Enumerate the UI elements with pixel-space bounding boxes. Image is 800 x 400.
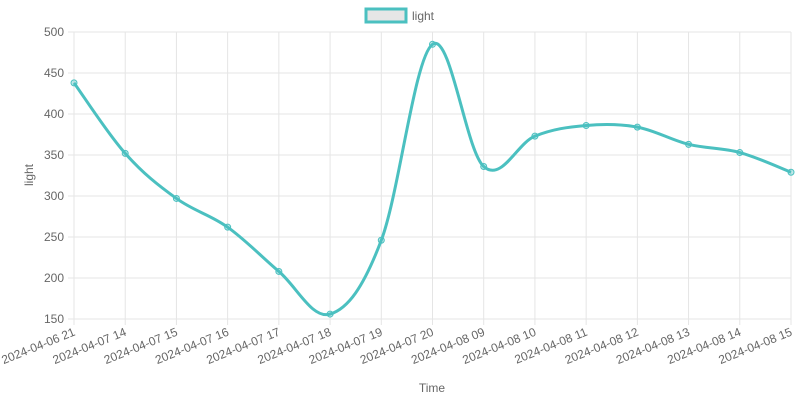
data-point[interactable] xyxy=(685,140,693,148)
grid xyxy=(68,31,792,325)
data-point[interactable] xyxy=(377,236,385,244)
data-point[interactable] xyxy=(172,194,180,202)
data-point[interactable] xyxy=(531,132,539,140)
data-point[interactable] xyxy=(787,168,795,176)
y-tick-label: 250 xyxy=(44,230,64,244)
y-tick-label: 200 xyxy=(44,271,64,285)
data-point[interactable] xyxy=(275,267,283,275)
y-axis-ticks: 150 200 250 300 350 400 450 500 xyxy=(44,25,64,326)
data-point[interactable] xyxy=(121,149,129,157)
data-point[interactable] xyxy=(224,223,232,231)
y-tick-label: 350 xyxy=(44,148,64,162)
y-tick-label: 450 xyxy=(44,66,64,80)
data-point[interactable] xyxy=(633,123,641,131)
legend-swatch xyxy=(364,7,408,24)
legend[interactable]: light xyxy=(364,7,435,24)
y-tick-label: 500 xyxy=(44,25,64,39)
data-point[interactable] xyxy=(480,162,488,170)
y-axis-title: light xyxy=(22,163,36,186)
data-points xyxy=(70,40,795,318)
x-axis-title: Time xyxy=(419,381,446,395)
y-tick-label: 150 xyxy=(44,312,64,326)
data-point[interactable] xyxy=(429,40,436,48)
y-tick-label: 400 xyxy=(44,107,64,121)
y-tick-label: 300 xyxy=(44,189,64,203)
data-point[interactable] xyxy=(736,149,744,157)
legend-label: light xyxy=(412,9,435,23)
data-point[interactable] xyxy=(326,310,334,318)
data-point[interactable] xyxy=(70,79,78,87)
series-line-light xyxy=(72,42,792,317)
data-point[interactable] xyxy=(582,121,590,129)
